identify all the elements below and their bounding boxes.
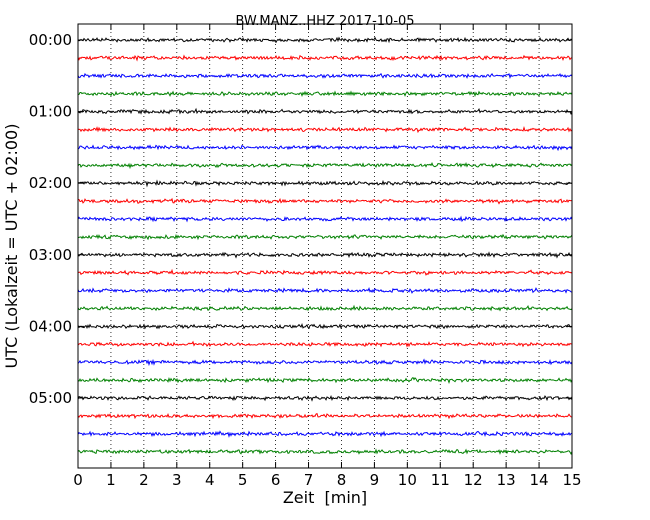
- trace-01:45: [77, 161, 573, 170]
- x-tick-label: 4: [205, 471, 215, 489]
- trace-00:30: [77, 72, 573, 79]
- y-tick-label: 03:00: [29, 246, 72, 264]
- y-tick-label: 02:00: [29, 174, 72, 192]
- x-axis-label: Zeit [min]: [283, 488, 367, 507]
- trace-05:15: [77, 412, 573, 420]
- plot-frame: [77, 23, 573, 469]
- x-tick-label: 10: [398, 471, 417, 489]
- x-tick-label: 1: [106, 471, 116, 489]
- x-tick-label: 3: [172, 471, 182, 489]
- trace-02:45: [77, 233, 573, 241]
- x-tick-label: 14: [530, 471, 549, 489]
- trace-04:15: [77, 340, 573, 348]
- trace-05:00: [77, 395, 573, 402]
- x-tick-label: 5: [238, 471, 248, 489]
- trace-00:15: [77, 54, 573, 62]
- x-tick-label: 12: [464, 471, 483, 489]
- y-axis-label: UTC (Lokalzeit = UTC + 02:00): [2, 124, 21, 369]
- trace-04:00: [77, 322, 573, 330]
- x-tick-label: 11: [431, 471, 450, 489]
- trace-04:45: [77, 376, 573, 384]
- x-tick-label: 9: [370, 471, 380, 489]
- traces: [77, 36, 573, 456]
- x-tick-label: 0: [73, 471, 83, 489]
- trace-03:45: [77, 304, 573, 312]
- trace-00:00: [77, 36, 573, 44]
- y-tick-label: 05:00: [29, 389, 72, 407]
- y-axis-ticks: 00:00 01:00 02:00 03:00 04:00 05:00: [29, 31, 572, 407]
- x-tick-label: 13: [497, 471, 516, 489]
- x-tick-label: 7: [304, 471, 314, 489]
- grid-lines: [110, 24, 540, 468]
- trace-01:30: [77, 144, 573, 152]
- x-tick-label: 15: [562, 471, 581, 489]
- trace-04:30: [77, 358, 573, 367]
- trace-01:15: [77, 126, 573, 134]
- trace-02:15: [77, 197, 573, 205]
- trace-03:15: [77, 268, 573, 276]
- x-tick-label: 6: [271, 471, 281, 489]
- trace-02:30: [77, 215, 573, 223]
- trace-00:45: [77, 90, 573, 98]
- x-tick-label: 8: [337, 471, 347, 489]
- trace-02:00: [78, 179, 573, 188]
- y-tick-label: 01:00: [29, 103, 72, 121]
- trace-03:30: [77, 287, 573, 294]
- trace-01:00: [77, 107, 573, 115]
- y-tick-label: 04:00: [29, 317, 72, 335]
- trace-05:30: [77, 430, 573, 438]
- chart-title: BW.MANZ..HHZ 2017-10-05: [235, 14, 414, 29]
- y-tick-label: 00:00: [29, 31, 72, 49]
- x-tick-label: 2: [139, 471, 149, 489]
- x-axis-ticks: 0 1 2 3 4 5 6 7 8 9 10 11 12 13 14 15: [73, 24, 582, 489]
- trace-05:45: [77, 448, 573, 456]
- trace-03:00: [77, 251, 573, 259]
